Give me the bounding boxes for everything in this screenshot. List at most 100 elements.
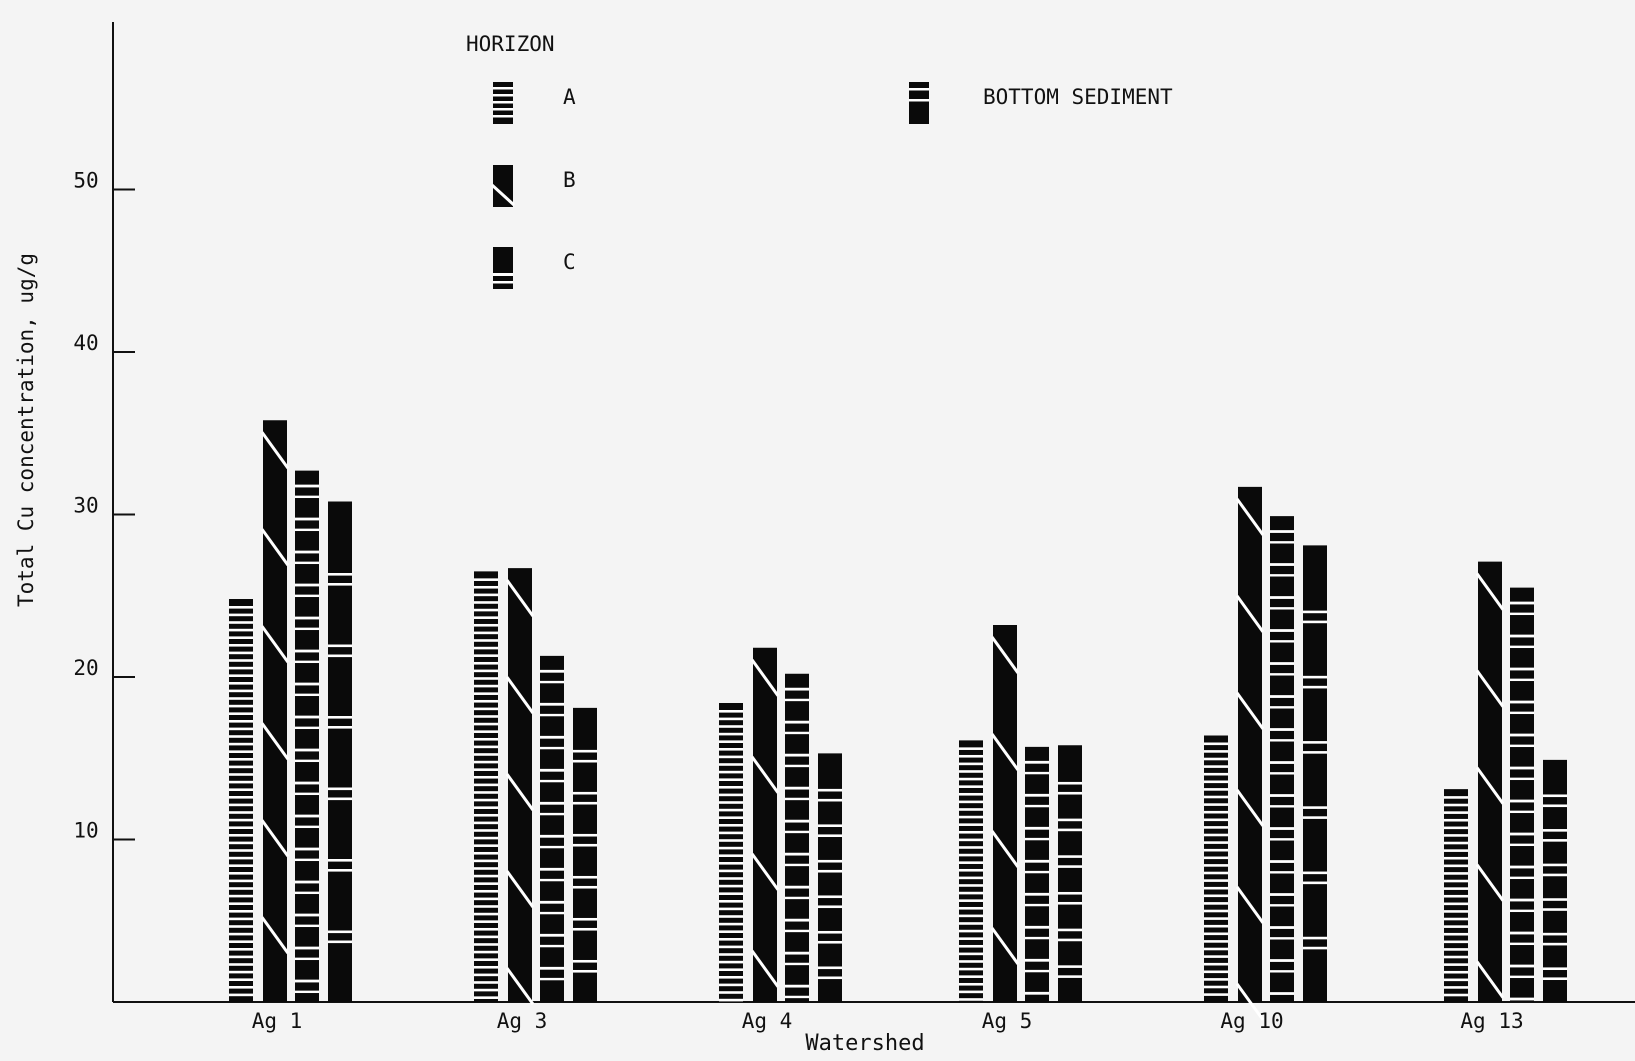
bar-break xyxy=(990,636,1020,674)
bar-stripe xyxy=(1444,872,1468,875)
bar-stripe xyxy=(959,952,983,956)
bar-stripe xyxy=(785,797,809,801)
bar-group-ag-4-a xyxy=(719,703,743,1002)
bar-stripe xyxy=(719,778,743,781)
bar-stripe xyxy=(1025,903,1049,907)
bar-stripe xyxy=(474,654,498,657)
bar-stripe xyxy=(719,892,743,895)
legend-label-b: B xyxy=(563,168,576,192)
bar-stripe xyxy=(719,846,743,850)
bar-stripe xyxy=(1270,904,1294,907)
bar-stripe xyxy=(785,720,809,724)
legend-label-a: A xyxy=(563,85,576,109)
bar-stripe xyxy=(573,917,597,921)
bar-stripe xyxy=(1510,843,1534,847)
bar-stripe xyxy=(1303,675,1327,679)
bar-stripe xyxy=(295,759,319,763)
legend-swatch xyxy=(493,247,513,289)
bar-stripe xyxy=(229,849,253,852)
bar-stripe xyxy=(1444,970,1468,974)
bar xyxy=(573,707,597,1002)
bar-stripe xyxy=(295,594,319,598)
bar-stripe xyxy=(229,712,253,715)
bar-stripe xyxy=(719,740,743,743)
bar-stripe xyxy=(1510,744,1534,748)
bar-stripe xyxy=(295,891,319,895)
bar-group-ag-13-a xyxy=(1444,789,1468,1002)
bar-stripe xyxy=(785,929,809,933)
bar-stripe xyxy=(474,631,498,635)
bar-stripe xyxy=(328,859,352,862)
bar-stripe xyxy=(1270,662,1294,665)
bar-stripe xyxy=(785,863,809,867)
bar xyxy=(753,647,777,1002)
bar-stripe xyxy=(474,775,498,779)
bar-stripe xyxy=(1025,958,1049,962)
bar-stripe xyxy=(573,749,597,753)
bar-stripe xyxy=(229,925,253,928)
bar-stripe xyxy=(959,823,983,826)
bar-stripe xyxy=(959,830,983,834)
bar-stripe xyxy=(474,996,498,999)
bar-stripe xyxy=(1204,856,1228,860)
bar-stripe xyxy=(1270,827,1294,830)
bar-stripe xyxy=(1204,970,1228,974)
bar-break xyxy=(750,949,780,988)
bar-group-ag-13-c xyxy=(1510,587,1534,1002)
legend-swatch xyxy=(493,165,513,207)
bar-stripe xyxy=(474,897,498,901)
bar-stripe xyxy=(474,623,498,627)
bar-stripe xyxy=(719,930,743,933)
bar-stripe xyxy=(540,735,564,739)
bar-stripe xyxy=(719,725,743,728)
bar-stripe xyxy=(540,900,564,904)
bar-stripe xyxy=(540,933,564,937)
bar-break xyxy=(260,722,290,761)
bar-stripe xyxy=(785,918,809,922)
bar-stripe xyxy=(295,748,319,752)
legend-stripe xyxy=(493,108,513,111)
bar-break xyxy=(1475,669,1505,708)
bar-stripe xyxy=(295,924,319,928)
bar-stripe xyxy=(229,621,253,624)
bar-stripe xyxy=(540,977,564,981)
bar-stripe xyxy=(295,880,319,884)
bar-stripe xyxy=(1204,826,1228,829)
bar-stripe xyxy=(1204,803,1228,806)
bar-stripe xyxy=(540,911,564,915)
bar-stripe xyxy=(1270,926,1294,929)
bar-stripe xyxy=(719,862,743,865)
bar-stripe xyxy=(1543,804,1567,808)
bar-stripe xyxy=(818,905,842,909)
bar-stripe xyxy=(1543,863,1567,867)
bar-stripe xyxy=(295,561,319,565)
bar-stripe xyxy=(959,998,983,1001)
bar-stripe xyxy=(229,948,253,951)
bar-stripe xyxy=(1025,760,1049,764)
bar-stripe xyxy=(1204,902,1228,905)
bar-stripe xyxy=(719,770,743,774)
bar xyxy=(1058,745,1082,1002)
bar-break xyxy=(750,755,780,794)
bar-stripe xyxy=(959,838,983,842)
bar-stripe xyxy=(295,847,319,851)
bar-stripe xyxy=(1444,811,1468,814)
bar-stripe xyxy=(1204,841,1228,844)
x-tick-label: Ag 3 xyxy=(497,1009,548,1033)
bar-stripe xyxy=(474,927,498,931)
bar-stripe xyxy=(474,737,498,741)
bar-stripe xyxy=(573,875,597,879)
bar-stripe xyxy=(1204,947,1228,951)
bar-group-ag-3-c xyxy=(540,655,564,1002)
bar-stripe xyxy=(1543,908,1567,911)
bar-stripe xyxy=(719,938,743,941)
bar-stripe xyxy=(1204,795,1228,799)
y-axis-label: Total Cu concentration, ug/g xyxy=(14,253,38,607)
bar-stripe xyxy=(1444,925,1468,928)
bar-stripe xyxy=(719,808,743,812)
bar-stripe xyxy=(474,844,498,847)
bar-stripe xyxy=(474,646,498,650)
bar-stripe xyxy=(818,869,842,873)
bar-stripe xyxy=(719,900,743,903)
